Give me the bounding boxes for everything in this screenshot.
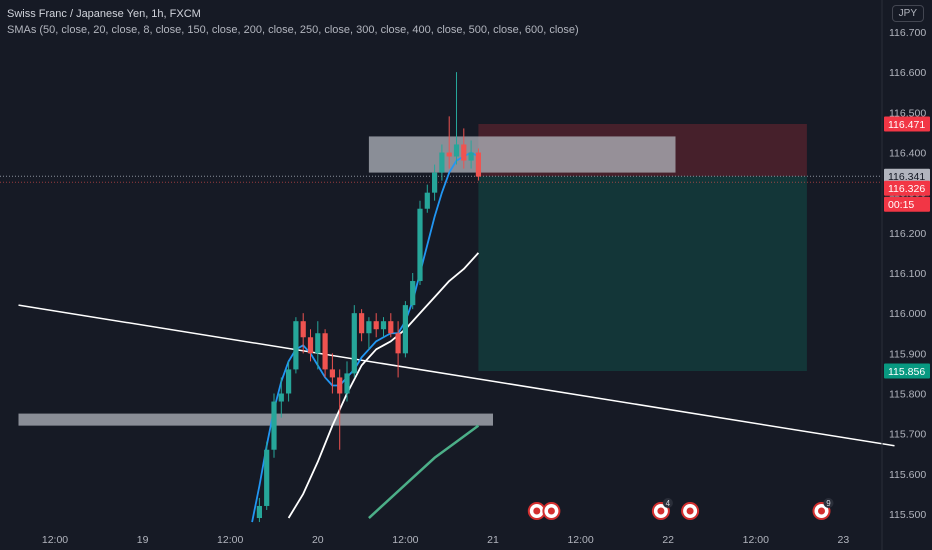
time-tick-label: 12:00 [217, 534, 243, 546]
candle-body [446, 152, 452, 157]
candle-body [337, 377, 343, 394]
price-axis[interactable]: 116.700116.600116.500116.400116.300116.2… [889, 27, 926, 521]
sma-mid-line [287, 252, 480, 519]
price-tick-label: 116.500 [889, 107, 926, 119]
event-dot [533, 507, 541, 515]
candle-body [475, 152, 481, 177]
candle-body [293, 321, 299, 370]
candle-body [380, 321, 387, 330]
sma-fast-line [251, 151, 479, 523]
candle-body [329, 369, 335, 378]
event-dot [686, 507, 694, 515]
position-stop-zone [478, 176, 807, 372]
sma-slow-line [368, 424, 480, 519]
countdown-badge-label: 00:15 [888, 199, 914, 211]
candle-body [278, 393, 284, 402]
candle-body [322, 333, 328, 370]
price-tick-label: 116.600 [889, 67, 926, 79]
price-tick-label: 115.800 [889, 389, 926, 401]
candle-body [307, 337, 314, 354]
target-price-badge [884, 116, 930, 132]
price-tick-label: 115.500 [889, 509, 926, 521]
candle-body [388, 321, 394, 334]
support-zone [18, 413, 493, 426]
candle-body [271, 401, 277, 450]
time-tick-label: 21 [487, 534, 499, 546]
countdown-badge [884, 196, 930, 212]
time-tick-label: 12:00 [567, 534, 593, 546]
last-price-badge [884, 168, 930, 184]
resistance-zone [368, 136, 676, 173]
candle-body [256, 505, 262, 519]
zones-layer [0, 123, 882, 426]
event-dot [547, 507, 555, 515]
price-tick-label: 116.200 [889, 228, 926, 240]
time-tick-label: 12:00 [743, 534, 769, 546]
price-tick-label: 115.900 [889, 348, 926, 360]
candle-body [453, 144, 460, 157]
price-tick-label: 115.600 [889, 469, 926, 481]
stop-price-badge [884, 363, 930, 379]
candle-body [366, 321, 372, 334]
time-tick-label: 12:00 [392, 534, 418, 546]
time-tick-label: 20 [312, 534, 324, 546]
trendline [18, 304, 895, 447]
candle-body [468, 152, 474, 161]
currency-label[interactable]: JPY [891, 5, 924, 22]
candle-body [461, 144, 467, 161]
time-tick-label: 12:00 [42, 534, 68, 546]
price-tick-label: 116.700 [889, 27, 926, 39]
bid-price-badge [884, 180, 930, 196]
event-count-label: 4 [666, 499, 671, 508]
candle-body [402, 305, 408, 354]
event-count-label: 9 [826, 499, 831, 508]
indicator-legend[interactable]: SMAs (50, close, 20, close, 8, close, 15… [7, 24, 579, 36]
time-tick-label: 22 [662, 534, 674, 546]
time-tick-label: 19 [137, 534, 149, 546]
candle-body [432, 172, 438, 193]
candles-layer [256, 72, 481, 523]
candle-body [264, 449, 270, 506]
price-tick-label: 116.400 [889, 148, 926, 160]
event-dot [657, 507, 665, 515]
event-count-badge [823, 498, 834, 508]
candle-body [424, 192, 430, 209]
candle-body [286, 369, 292, 394]
time-axis[interactable]: 12:00 19 12:00 20 12:00 21 12:00 22 12:00 23 [42, 534, 850, 546]
stop-price-badge-label: 115.856 [888, 366, 925, 378]
price-tick-label: 116.100 [889, 268, 926, 280]
candle-body [395, 333, 401, 354]
last-price-badge-label: 116.341 [888, 171, 925, 183]
price-tick-label: 115.700 [889, 429, 926, 441]
candle-body [344, 373, 350, 394]
candle-body [410, 281, 416, 306]
event-count-badge [662, 498, 673, 508]
candle-body [351, 313, 357, 374]
candle-body [359, 313, 365, 334]
candle-body [417, 208, 423, 282]
target-price-badge-label: 116.471 [888, 119, 925, 131]
price-tick-label: 116.000 [889, 308, 926, 320]
candle-body [439, 152, 445, 173]
candle-body [373, 321, 379, 330]
bid-price-badge-label: 116.326 [888, 183, 925, 195]
indicator-layer [18, 151, 895, 523]
event-dot [818, 507, 825, 515]
symbol-title[interactable]: Swiss Franc / Japanese Yen, 1h, FXCM [7, 8, 201, 20]
candle-body [315, 333, 321, 354]
time-tick-label: 23 [838, 534, 850, 546]
candle-body [300, 321, 306, 338]
